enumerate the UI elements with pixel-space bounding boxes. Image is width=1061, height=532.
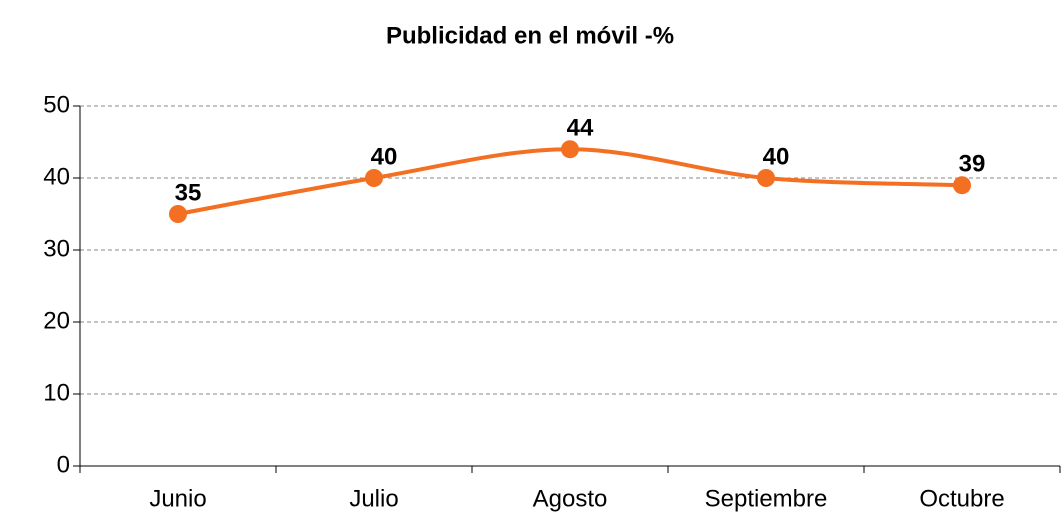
y-tick-label: 20 [43, 307, 70, 334]
point [757, 169, 775, 187]
y-tick-label: 10 [43, 379, 70, 406]
y-tick-label: 30 [43, 235, 70, 262]
data-label: 40 [371, 143, 398, 170]
data-label: 44 [567, 115, 594, 142]
data-label: 40 [763, 143, 790, 170]
x-tick-label: Junio [149, 485, 206, 512]
y-tick-label: 40 [43, 163, 70, 190]
line [177, 147, 963, 216]
data-label: 39 [959, 151, 986, 178]
point [365, 169, 383, 187]
chart-title: Publicidad en el móvil -% [386, 22, 674, 49]
x-tick-label: Octubre [919, 485, 1004, 512]
x-tick-label: Julio [349, 485, 398, 512]
x-tick-label: Agosto [533, 485, 608, 512]
point [169, 205, 187, 223]
y-tick-label: 50 [43, 91, 70, 118]
point [561, 140, 579, 159]
data-label: 35 [175, 179, 202, 206]
point [953, 176, 971, 195]
y-tick-label: 0 [57, 451, 70, 478]
x-tick-label: Septiembre [705, 485, 828, 512]
